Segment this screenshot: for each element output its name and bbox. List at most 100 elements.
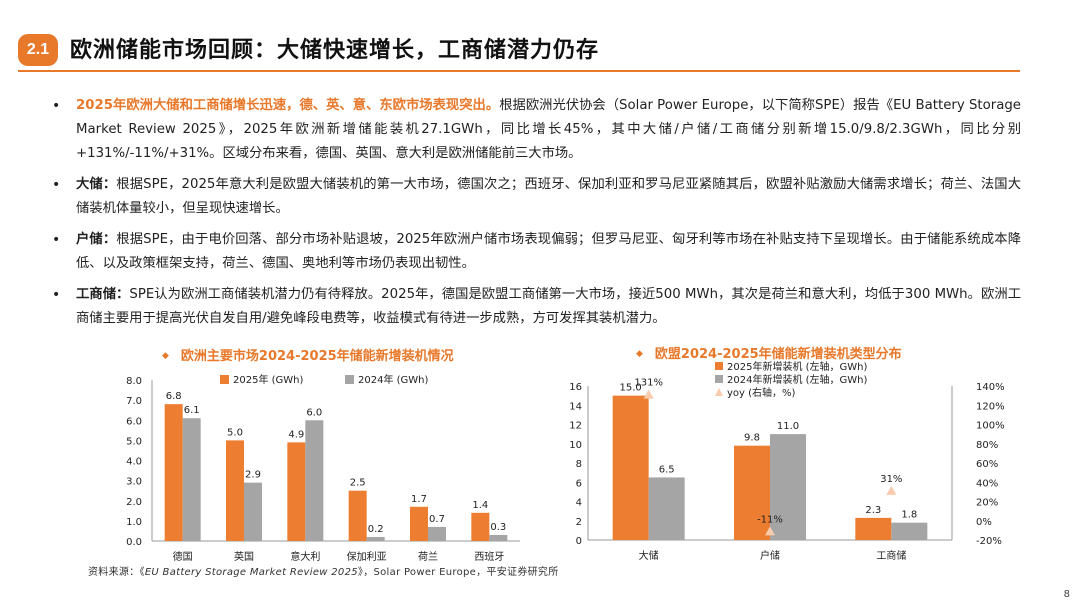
yoy-marker xyxy=(643,389,654,399)
y2-tick-label: 60% xyxy=(976,459,998,470)
data-label: 6.0 xyxy=(306,407,322,418)
bullet-dot-icon: • xyxy=(52,287,61,303)
markets-bar-chart: 0.0 1.0 2.0 3.0 4.0 5.0 6.0 7.0 8.0 6.86.1 德国 5.0 2.… xyxy=(126,373,520,563)
bar-2024 xyxy=(891,522,928,540)
chart-title-types: ◆ 欧盟2024-2025年储能新增装机类型分布 xyxy=(636,343,902,362)
data-label: 0.7 xyxy=(429,514,445,525)
types-bar-chart: 0 2 4 6 8 10 12 14 16 -20% 0% 20% 40% 60% 80% 100% 120% 1… xyxy=(569,360,1005,562)
data-label: 6.1 xyxy=(184,405,200,416)
yoy-label: 31% xyxy=(880,474,902,485)
data-label: 2.5 xyxy=(350,478,366,489)
x-tick-label: 意大利 xyxy=(290,550,320,563)
y-tick-label: 2 xyxy=(576,517,582,528)
legend-swatch xyxy=(220,375,229,384)
x-tick-label: 荷兰 xyxy=(418,550,438,563)
data-label: 1.8 xyxy=(901,510,917,521)
y-tick-label: 8.0 xyxy=(126,376,142,387)
x-tick-label: 大储 xyxy=(639,549,659,562)
bar-2025 xyxy=(164,404,183,541)
bullet-text: SPE认为欧洲工商储装机潜力仍有待释放。2025年，德国是欧盟工商储第一大市场，… xyxy=(76,287,1021,326)
bar-2025 xyxy=(287,442,306,541)
x-tick-label: 西班牙 xyxy=(474,551,504,563)
y2-tick-label: 20% xyxy=(976,498,998,509)
data-label: 1.7 xyxy=(411,494,427,505)
bullet-text: 根据SPE，由于电价回落、部分市场补贴退坡，2025年欧洲户储市场表现偏弱；但罗… xyxy=(76,232,1021,271)
bullet-list: • 2025年欧洲大储和工商储增长迅速，德、英、意、东欧市场表现突出。根据欧洲光… xyxy=(52,94,1021,338)
legend-label: 2024年 (GWh) xyxy=(358,373,429,386)
bar-2025 xyxy=(612,395,649,540)
legend-swatch xyxy=(345,375,354,384)
bullet-keyword: 工商储： xyxy=(76,287,130,302)
y-tick-label: 6 xyxy=(576,478,582,489)
bullet-highlight: 2025年欧洲大储和工商储增长迅速，德、英、意、东欧市场表现突出。 xyxy=(76,98,500,113)
bar-2025 xyxy=(226,440,244,541)
bar-2024 xyxy=(366,536,385,541)
bullet-overview: • 2025年欧洲大储和工商储增长迅速，德、英、意、东欧市场表现突出。根据欧洲光… xyxy=(52,94,1021,166)
data-label: 5.0 xyxy=(227,427,243,438)
bar-2024 xyxy=(244,482,262,541)
chart-title-text: 欧洲主要市场2024-2025年储能新增装机情况 xyxy=(180,349,454,364)
y-tick-label: 16 xyxy=(569,382,582,393)
bullet-utility-storage: • 大储：根据SPE，2025年意大利是欧盟大储装机的第一大市场，德国次之；西班… xyxy=(52,173,1021,221)
bar-2024 xyxy=(305,420,324,541)
page-title: 欧洲储能市场回顾：大储快速增长，工商储潜力仍存 xyxy=(70,38,600,63)
source-report: EU Battery Storage Market Review 2025 xyxy=(144,567,358,578)
y2-tick-label: 100% xyxy=(976,421,1005,432)
bar-2025 xyxy=(471,512,490,541)
bar-2025 xyxy=(410,506,428,541)
legend-swatch xyxy=(715,362,723,370)
y-tick-label: 4.0 xyxy=(126,457,142,468)
y2-tick-label: -20% xyxy=(976,536,1002,547)
bullet-dot-icon: • xyxy=(52,232,61,248)
diamond-icon: ◆ xyxy=(636,349,643,359)
y-tick-label: 3.0 xyxy=(126,477,142,488)
bullet-dot-icon: • xyxy=(52,177,61,193)
data-label: 6.5 xyxy=(659,464,675,475)
legend-swatch xyxy=(715,388,723,396)
x-tick-label: 英国 xyxy=(234,550,254,563)
legend-label: 2025年新增装机 (左轴，GWh) xyxy=(727,360,868,373)
bullet-residential-storage: • 户储：根据SPE，由于电价回落、部分市场补贴退坡，2025年欧洲户储市场表现… xyxy=(52,228,1021,276)
data-label: 0.2 xyxy=(368,524,384,535)
x-tick-label: 工商储 xyxy=(876,549,906,562)
y2-tick-label: 140% xyxy=(976,382,1005,393)
bullet-dot-icon: • xyxy=(52,98,61,114)
bar-2025 xyxy=(734,445,770,540)
y-tick-label: 1.0 xyxy=(126,517,142,528)
y2-tick-label: 0% xyxy=(976,517,992,528)
bar-2025 xyxy=(348,490,367,541)
yoy-marker xyxy=(765,526,775,536)
y2-tick-label: 40% xyxy=(976,478,998,489)
bar-2024 xyxy=(770,434,806,540)
y-tick-label: 12 xyxy=(569,421,582,432)
bullet-text: 根据SPE，2025年意大利是欧盟大储装机的第一大市场，德国次之；西班牙、保加利… xyxy=(76,177,1021,216)
yoy-label: -11% xyxy=(757,514,783,525)
bar-2024 xyxy=(428,526,446,541)
y-tick-label: 5.0 xyxy=(126,436,142,447)
yoy-marker xyxy=(886,485,897,495)
data-label: 15.0 xyxy=(620,383,642,394)
bar-2025 xyxy=(855,517,892,540)
chart-title-text: 欧盟2024-2025年储能新增装机类型分布 xyxy=(654,347,902,362)
source-note: 资料来源：《EU Battery Storage Market Review 2… xyxy=(88,567,559,578)
y-tick-label: 6.0 xyxy=(126,416,142,427)
bar-2024 xyxy=(182,418,201,541)
bar-2024 xyxy=(489,534,508,541)
y-tick-label: 2.0 xyxy=(126,497,142,508)
yoy-label: 131% xyxy=(634,378,663,389)
legend-label: yoy (右轴，%) xyxy=(727,386,796,399)
y-tick-label: 4 xyxy=(576,498,582,509)
data-label: 2.9 xyxy=(245,470,261,481)
chart-title-markets: ◆ 欧洲主要市场2024-2025年储能新增装机情况 xyxy=(162,345,454,364)
bar-2024 xyxy=(648,477,685,540)
bullet-keyword: 户储： xyxy=(76,232,117,247)
data-label: 2.3 xyxy=(865,505,881,516)
bullet-text: 根据欧洲光伏协会（Solar Power Europe，以下简称SPE）报告《E… xyxy=(76,98,1021,161)
data-label: 9.8 xyxy=(744,433,760,444)
y2-tick-label: 120% xyxy=(976,401,1005,412)
y-tick-label: 10 xyxy=(569,440,582,451)
data-label: 6.8 xyxy=(166,391,182,402)
legend-swatch xyxy=(715,375,723,383)
y-tick-label: 7.0 xyxy=(126,396,142,407)
legend-label: 2024年新增装机 (左轴，GWh) xyxy=(727,373,868,386)
